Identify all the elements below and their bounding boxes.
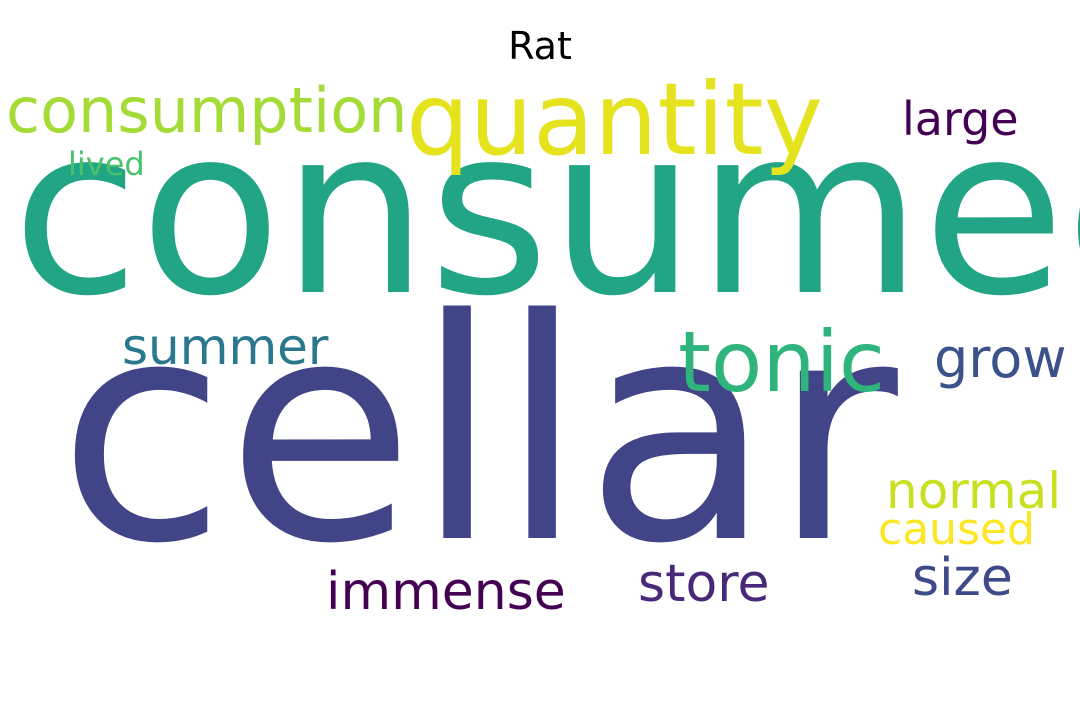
- word-quantity: quantity: [406, 61, 823, 178]
- word-cellar: cellar: [58, 255, 898, 611]
- page-title: Rat: [508, 24, 572, 68]
- word-size: size: [912, 548, 1013, 608]
- word-tonic: tonic: [678, 313, 886, 411]
- word-summer: summer: [122, 318, 329, 376]
- word-lived: lived: [68, 145, 145, 183]
- word-consumed: consumed: [12, 77, 1080, 347]
- word-consumption: consumption: [6, 74, 408, 147]
- word-caused: caused: [878, 504, 1035, 555]
- word-normal: normal: [886, 462, 1062, 520]
- word-large: large: [902, 92, 1019, 146]
- word-grow: grow: [934, 327, 1067, 390]
- word-store: store: [638, 554, 770, 614]
- word-immense: immense: [326, 562, 566, 622]
